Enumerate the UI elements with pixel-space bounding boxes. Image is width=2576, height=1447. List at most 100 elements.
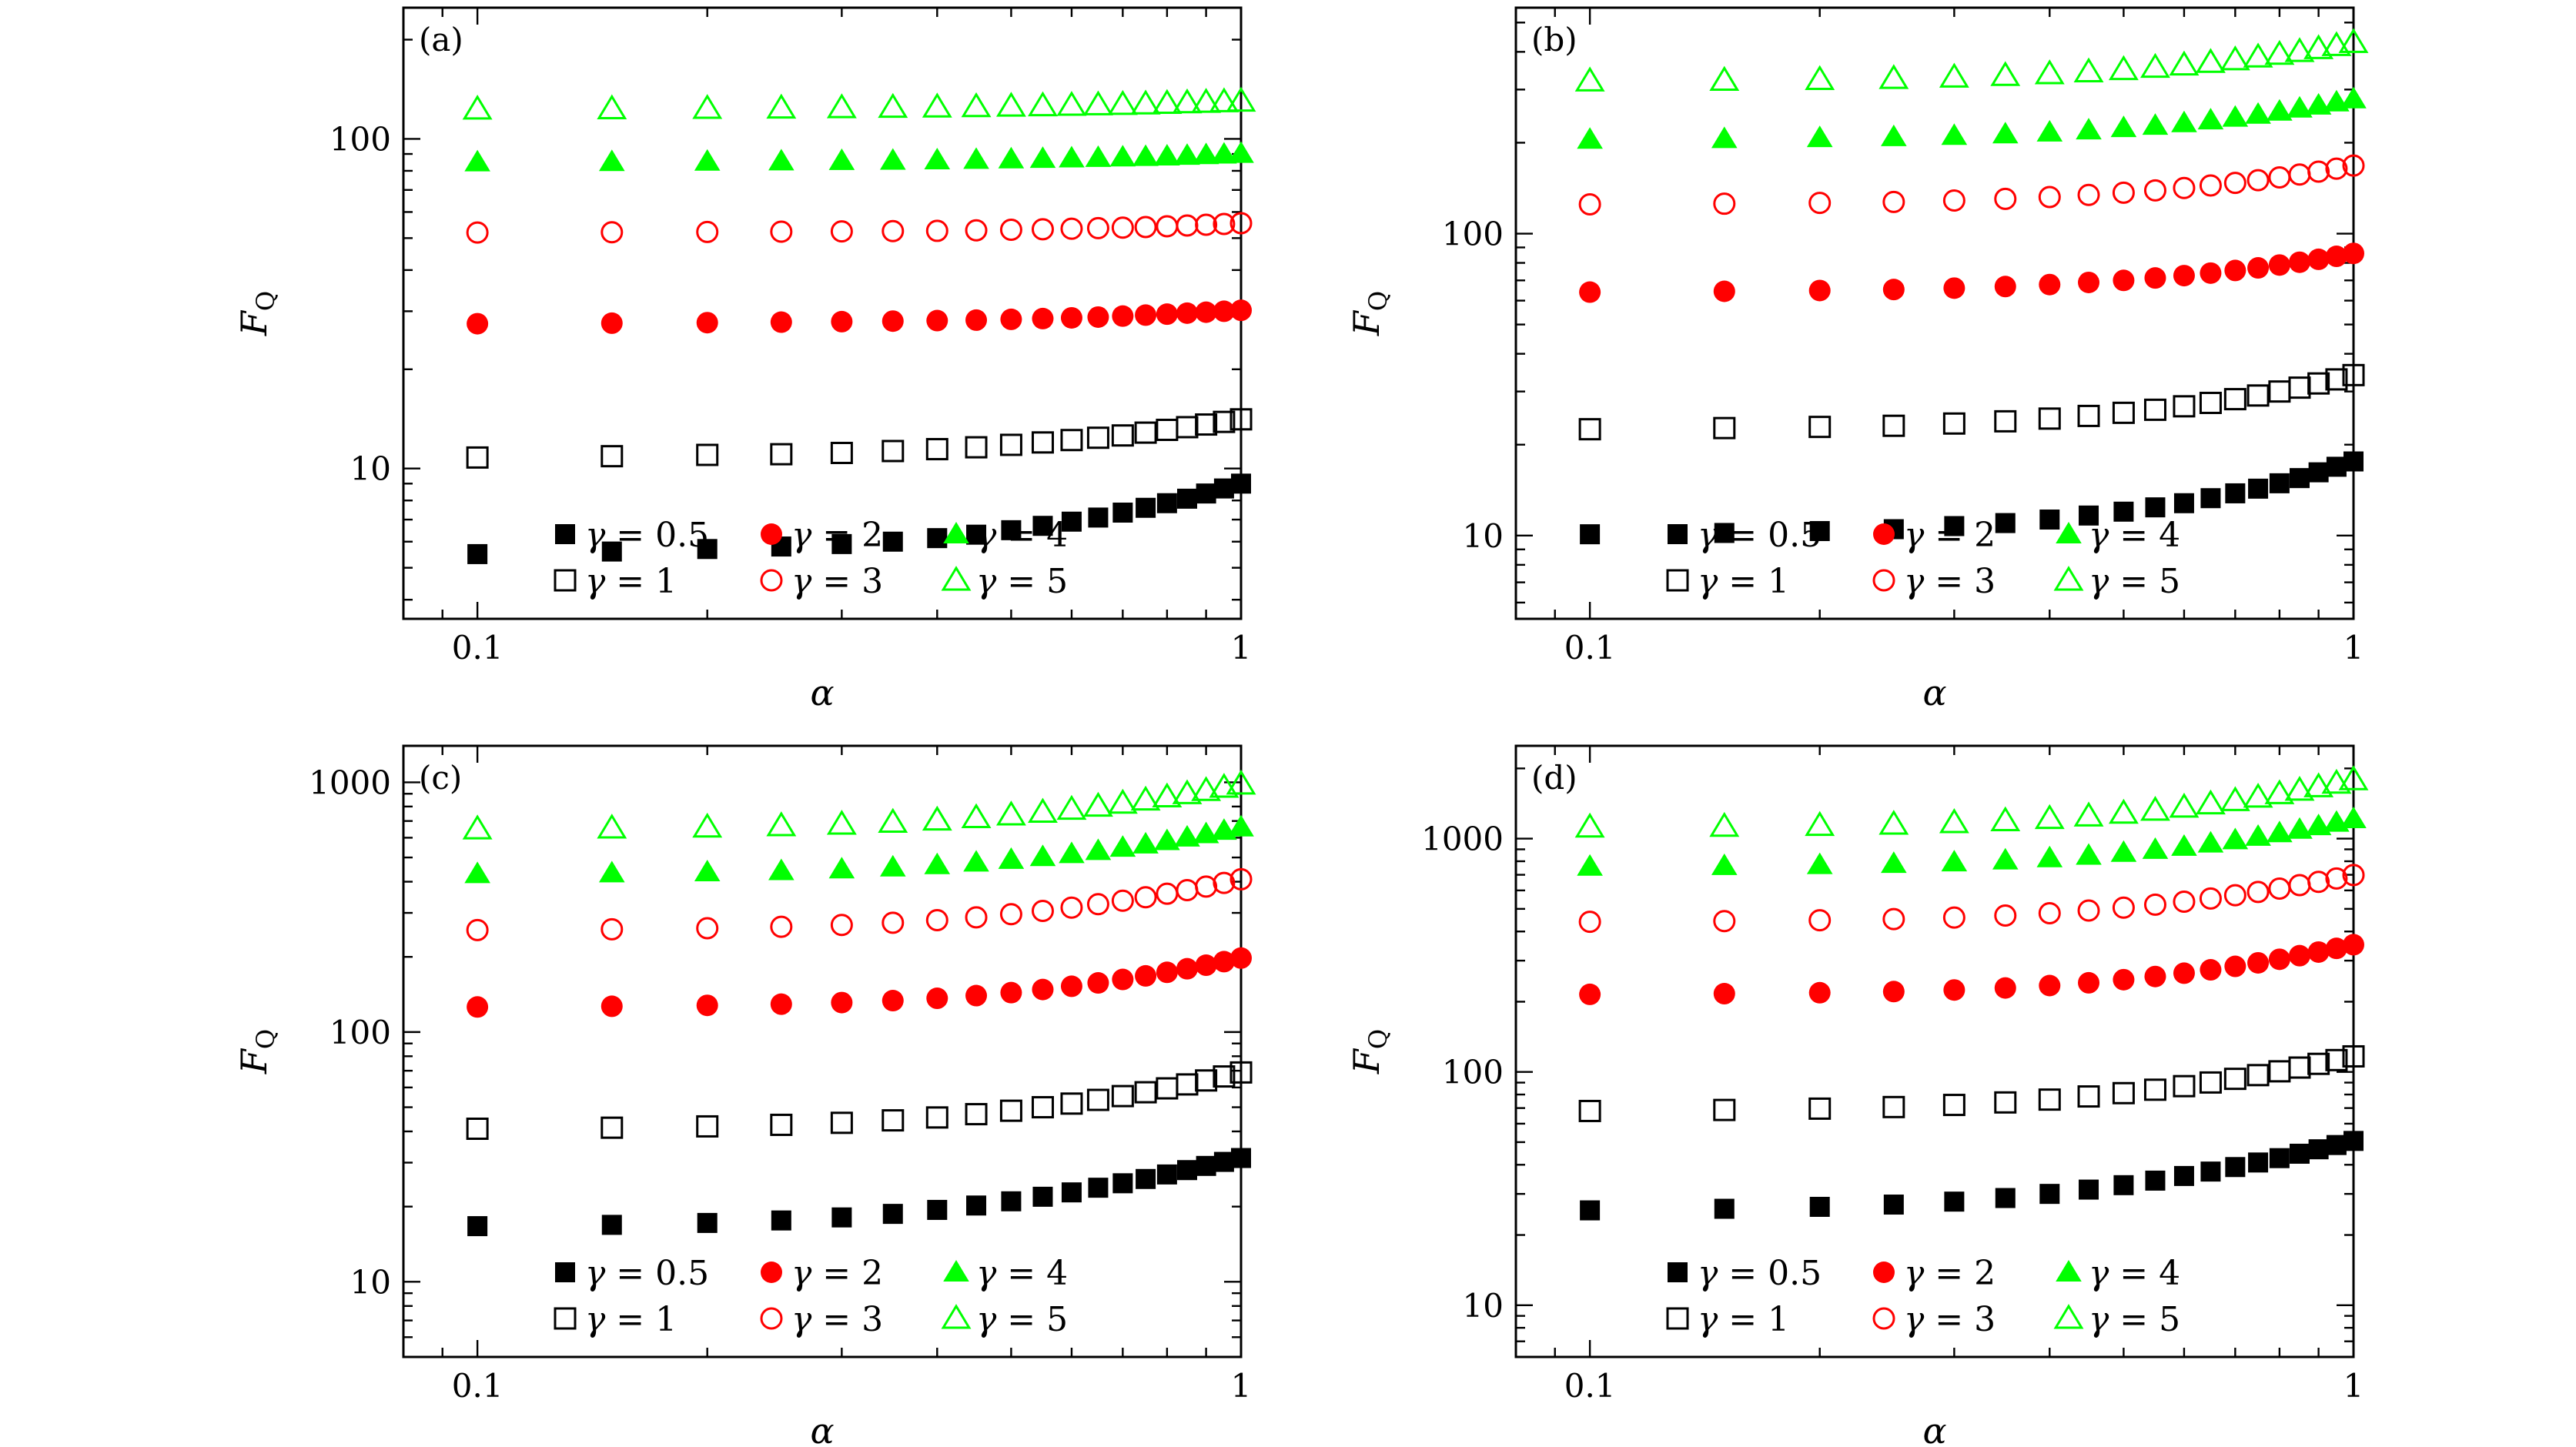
data-point bbox=[1109, 145, 1136, 167]
data-point bbox=[1882, 907, 1905, 931]
data-point bbox=[2140, 795, 2170, 821]
data-point bbox=[1994, 904, 2017, 927]
data-point bbox=[1193, 821, 1219, 844]
data-point bbox=[2224, 955, 2246, 977]
legend-marker bbox=[943, 522, 969, 543]
data-point bbox=[1809, 520, 1830, 541]
data-point bbox=[1578, 1099, 1601, 1122]
legend-label: γ = 4 bbox=[976, 516, 1068, 555]
data-point bbox=[2173, 1165, 2194, 1186]
data-point bbox=[1883, 1195, 1904, 1215]
data-point bbox=[1136, 497, 1156, 518]
data-point bbox=[1086, 1088, 1109, 1111]
data-point bbox=[1942, 189, 1965, 212]
data-point bbox=[1154, 828, 1180, 850]
x-axis-label: α bbox=[810, 672, 834, 713]
data-point bbox=[2308, 1139, 2329, 1160]
data-point bbox=[1060, 306, 1082, 329]
data-point bbox=[1231, 473, 1251, 494]
data-point bbox=[2223, 884, 2246, 907]
series-1 bbox=[467, 1148, 1251, 1237]
data-point bbox=[1211, 142, 1237, 164]
data-point bbox=[2110, 115, 2137, 138]
data-point bbox=[2145, 1170, 2166, 1191]
data-point bbox=[2038, 901, 2061, 924]
data-point bbox=[1228, 141, 1254, 163]
data-point bbox=[462, 814, 493, 840]
data-point bbox=[1939, 62, 1969, 88]
data-point bbox=[601, 917, 624, 941]
x-tick-label: 1 bbox=[1231, 629, 1252, 667]
data-point bbox=[1172, 779, 1203, 804]
data-point bbox=[598, 149, 625, 172]
y-tick-label: 10 bbox=[350, 1263, 391, 1301]
data-point bbox=[2112, 401, 2135, 424]
data-point bbox=[1156, 882, 1179, 905]
data-point bbox=[1808, 416, 1832, 439]
data-point bbox=[2036, 119, 2063, 142]
data-point bbox=[2246, 169, 2270, 192]
data-point bbox=[1056, 91, 1087, 116]
data-point bbox=[2303, 34, 2334, 59]
data-point bbox=[2112, 1081, 2135, 1104]
panel-label: (c) bbox=[419, 759, 462, 797]
data-point bbox=[2142, 113, 2169, 135]
data-point bbox=[2143, 398, 2166, 421]
data-point bbox=[2034, 59, 2065, 85]
data-point bbox=[1709, 811, 1740, 837]
data-point bbox=[1213, 478, 1234, 499]
data-point bbox=[1195, 213, 1218, 236]
data-point bbox=[2289, 468, 2310, 489]
data-point bbox=[961, 803, 992, 829]
data-point bbox=[2325, 157, 2348, 180]
data-point bbox=[1229, 408, 1253, 431]
data-point bbox=[1111, 1084, 1134, 1108]
data-point bbox=[1213, 1065, 1236, 1088]
data-point bbox=[1578, 911, 1601, 934]
data-point bbox=[1087, 306, 1109, 328]
data-point bbox=[882, 310, 904, 333]
data-point bbox=[1994, 1091, 2017, 1114]
data-point bbox=[922, 805, 952, 831]
data-point bbox=[1990, 806, 2021, 831]
data-point bbox=[2268, 877, 2291, 900]
data-point bbox=[2268, 254, 2290, 276]
data-point bbox=[966, 524, 987, 545]
data-point bbox=[1713, 910, 1736, 933]
data-point bbox=[1107, 89, 1138, 115]
data-point bbox=[2248, 1152, 2269, 1173]
data-point bbox=[882, 990, 904, 1012]
y-axis-label: FQ bbox=[1346, 291, 1393, 336]
data-point bbox=[965, 984, 988, 1007]
data-point bbox=[2200, 488, 2221, 509]
data-point bbox=[1213, 300, 1235, 322]
data-point bbox=[2173, 493, 2194, 513]
data-point bbox=[1195, 413, 1218, 436]
data-point bbox=[697, 539, 718, 560]
data-point bbox=[2326, 456, 2347, 477]
y-tick-label: 100 bbox=[1442, 216, 1504, 253]
legend-marker bbox=[760, 569, 783, 592]
data-point bbox=[1881, 124, 1907, 146]
data-point bbox=[1176, 488, 1197, 509]
legend-marker bbox=[941, 1304, 972, 1329]
data-point bbox=[1107, 788, 1138, 814]
legend-marker bbox=[555, 524, 575, 544]
data-point bbox=[1156, 303, 1178, 326]
data-point bbox=[2222, 105, 2249, 127]
data-point bbox=[1942, 1094, 1965, 1117]
data-point bbox=[2143, 893, 2166, 916]
data-point bbox=[1195, 1069, 1218, 1092]
data-point bbox=[927, 528, 948, 549]
data-point bbox=[1941, 850, 1968, 872]
legend-marker bbox=[1668, 1262, 1688, 1282]
data-point bbox=[1230, 947, 1252, 969]
data-point bbox=[1086, 216, 1109, 239]
data-point bbox=[2113, 968, 2135, 991]
data-point bbox=[1031, 218, 1054, 241]
data-point bbox=[1806, 125, 1833, 148]
data-point bbox=[2243, 782, 2273, 808]
data-point bbox=[2343, 1131, 2364, 1151]
data-point bbox=[1580, 1200, 1601, 1221]
data-point bbox=[1943, 979, 1965, 1001]
